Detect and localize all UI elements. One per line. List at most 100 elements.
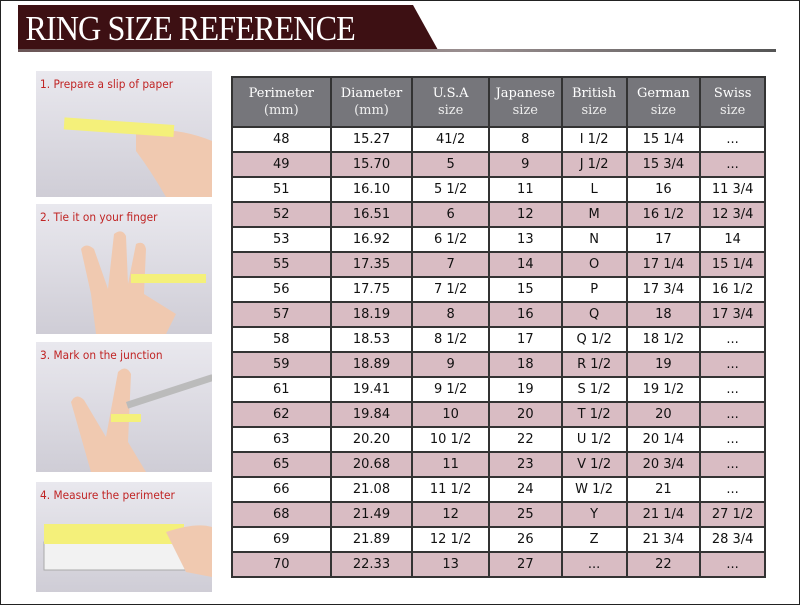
- table-cell: 21 3/4: [625, 526, 702, 553]
- table-cell: 26: [487, 526, 563, 553]
- table-cell: T 1/2: [560, 401, 628, 428]
- table-cell: 61: [231, 376, 332, 403]
- table-cell: J 1/2: [560, 151, 628, 178]
- table-cell: 16: [625, 176, 702, 203]
- table-cell: 18.89: [329, 351, 414, 378]
- table-row: 66 21.08 11 1/2 24 W 1/2 21...: [231, 476, 766, 503]
- table-row: 51 16.10 5 1/2 11 L 16 11 3/4: [231, 176, 766, 203]
- table-cell: ...: [699, 426, 766, 453]
- table-cell: 8: [487, 126, 563, 153]
- table-cell: S 1/2: [560, 376, 628, 403]
- table-cell: 16: [487, 301, 563, 328]
- table-cell: W 1/2: [560, 476, 628, 503]
- table-cell: 18 1/2: [625, 326, 702, 353]
- table-cell: 11: [411, 451, 490, 478]
- table-cell: 15 1/4: [625, 126, 702, 153]
- table-cell: 17 3/4: [625, 276, 702, 303]
- header-title: Perimeter: [248, 86, 314, 101]
- table-cell: 41/2: [411, 126, 490, 153]
- table-cell: 22.33: [329, 551, 414, 578]
- step-label: 1. Prepare a slip of paper: [40, 77, 174, 91]
- table-cell: 18: [487, 351, 563, 378]
- table-cell: 21.08: [329, 476, 414, 503]
- table-row: 48 15.27 41/2 8 I 1/2 15 1/4...: [231, 126, 766, 153]
- header-unit: size: [650, 103, 677, 118]
- table-cell: 22: [625, 551, 702, 578]
- table-cell: 17.75: [329, 276, 414, 303]
- table-cell: U 1/2: [560, 426, 628, 453]
- table-cell: 5: [411, 151, 490, 178]
- table-cell: 69: [231, 526, 332, 553]
- header-title: British: [571, 86, 617, 101]
- header-unit: size: [512, 103, 538, 118]
- table-cell: 17: [487, 326, 563, 353]
- header-unit: size: [437, 103, 464, 118]
- title-banner: RING SIZE REFERENCE: [18, 5, 438, 50]
- table-cell: 66: [231, 476, 332, 503]
- table-cell: 58: [231, 326, 332, 353]
- table-cell: Q 1/2: [560, 326, 628, 353]
- table-cell: ...: [699, 126, 766, 153]
- table-cell: 48: [231, 126, 332, 153]
- header-title: German: [637, 86, 690, 101]
- table-cell: 17 3/4: [699, 301, 766, 328]
- table-cell: 12: [411, 501, 490, 528]
- table-cell: 20 1/4: [625, 426, 702, 453]
- measure-ruler-illustration: [43, 524, 212, 577]
- table-row: 58 18.53 8 1/2 17 Q 1/2 18 1/2...: [231, 326, 766, 353]
- table-cell: 7: [411, 251, 490, 278]
- table-cell: 20: [487, 401, 563, 428]
- table-cell: ...: [699, 326, 766, 353]
- table-cell: 15 1/4: [699, 251, 766, 278]
- header-title: U.S.A: [432, 86, 469, 101]
- table-cell: M: [560, 201, 628, 228]
- table-cell: 9 1/2: [411, 376, 490, 403]
- table-cell: 19.41: [329, 376, 414, 403]
- table-cell: 14: [699, 226, 766, 253]
- table-cell: ...: [699, 151, 766, 178]
- table-cell: 15 3/4: [625, 151, 702, 178]
- table-cell: 59: [231, 351, 332, 378]
- table-row: 56 17.75 7 1/2 15 P 17 3/4 16 1/2: [231, 276, 766, 303]
- step-3-panel: 3. Mark on the junction: [36, 342, 212, 472]
- header-unit: (mm): [354, 103, 389, 118]
- table-cell: 49: [231, 151, 332, 178]
- table-cell: 22: [487, 426, 563, 453]
- table-cell: 25: [487, 501, 563, 528]
- table-cell: 12 1/2: [411, 526, 490, 553]
- header-title: Swiss: [713, 86, 752, 101]
- table-cell: 16 1/2: [625, 201, 702, 228]
- table-cell: 52: [231, 201, 332, 228]
- table-cell: 16.51: [329, 201, 414, 228]
- table-row: 63 20.20 10 1/2 22 U 1/2 20 1/4...: [231, 426, 766, 453]
- table-cell: 20.20: [329, 426, 414, 453]
- table-cell: 51: [231, 176, 332, 203]
- table-cell: 53: [231, 226, 332, 253]
- step-4-panel: 4. Measure the perimeter: [36, 482, 212, 592]
- column-header: U.S.A size: [411, 76, 490, 128]
- step-2-panel: 2. Tie it on your finger: [36, 204, 212, 334]
- header-row: Perimeter (mm) Diameter (mm) U.S.A size Japane…: [231, 76, 766, 128]
- table-cell: 18: [625, 301, 702, 328]
- step-1-panel: 1. Prepare a slip of paper: [36, 71, 212, 197]
- paper-slip-illustration: [63, 117, 212, 197]
- table-cell: 63: [231, 426, 332, 453]
- table-cell: 10: [411, 401, 490, 428]
- table-cell: 28 3/4: [699, 526, 766, 553]
- divider: [18, 49, 776, 52]
- table-cell: 27 1/2: [699, 501, 766, 528]
- column-header: British size: [560, 76, 628, 128]
- table-cell: 21 1/4: [625, 501, 702, 528]
- table-cell: 14: [487, 251, 563, 278]
- table-cell: Z: [560, 526, 628, 553]
- table-cell: 15.27: [329, 126, 414, 153]
- table-cell: 20.68: [329, 451, 414, 478]
- table-cell: 16.92: [329, 226, 414, 253]
- table-cell: 11 1/2: [411, 476, 490, 503]
- table-cell: 15: [487, 276, 563, 303]
- table-cell: 70: [231, 551, 332, 578]
- table-cell: 8: [411, 301, 490, 328]
- table-cell: 18.19: [329, 301, 414, 328]
- table-cell: ...: [699, 551, 766, 578]
- table-cell: ...: [699, 451, 766, 478]
